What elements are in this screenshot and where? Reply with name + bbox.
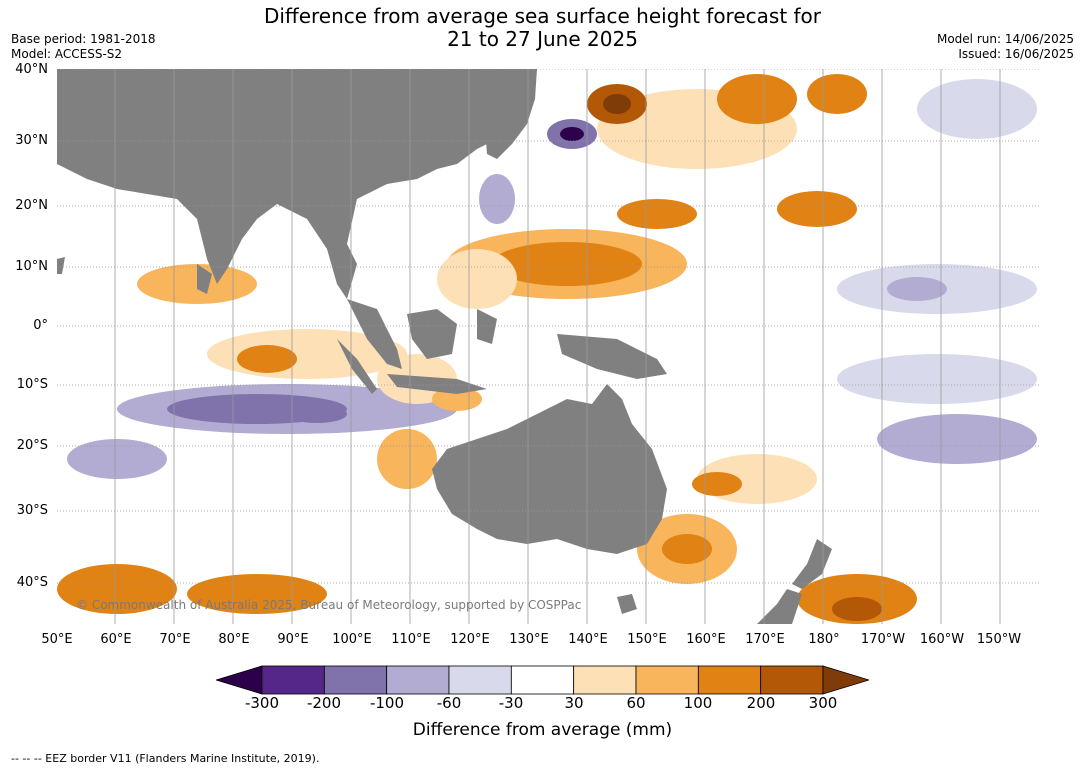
- model-run: Model run: 14/06/2025: [936, 32, 1074, 46]
- sea-level-map: [57, 69, 1039, 624]
- lat-label: 40°N: [15, 62, 48, 77]
- lat-label: 20°S: [16, 438, 48, 453]
- base-period: Base period: 1981-2018: [11, 32, 156, 46]
- lon-label: 60°E: [100, 632, 132, 647]
- colorbar-tick: 100: [683, 694, 713, 712]
- colorbar-label: Difference from average (mm): [412, 720, 673, 740]
- colorbar-tick: 30: [564, 694, 584, 712]
- colorbar-segment: [261, 665, 325, 695]
- issued-date: Issued: 16/06/2025: [958, 47, 1074, 61]
- meridians: [114, 69, 1001, 624]
- lon-label: 160°W: [919, 632, 965, 647]
- colorbar-extension-high: [822, 665, 871, 695]
- meta-left: Base period: 1981-2018 Model: ACCESS-S2: [11, 32, 156, 62]
- colorbar-segment: [448, 665, 512, 695]
- colorbar-segment: [760, 665, 824, 695]
- lon-label: 50°E: [41, 632, 73, 647]
- colorbar-segment: [323, 665, 388, 695]
- colorbar-tick: -60: [436, 694, 462, 712]
- colorbar-segment: [635, 665, 699, 695]
- map-canvas: [57, 69, 1039, 624]
- title-line-1: Difference from average sea surface heig…: [263, 4, 822, 28]
- title-line-2: 21 to 27 June 2025: [447, 27, 638, 51]
- lat-label: 10°S: [16, 377, 48, 392]
- lon-label: 70°E: [159, 632, 191, 647]
- colorbar-tick: 300: [808, 694, 838, 712]
- lat-label: 20°N: [15, 198, 48, 213]
- colorbar-segment: [386, 665, 450, 695]
- colorbar-tick: -30: [498, 694, 524, 712]
- lon-label: 180°: [808, 632, 840, 647]
- lon-label: 80°E: [218, 632, 250, 647]
- colorbar-segment: [573, 665, 637, 695]
- meta-right: Model run: 14/06/2025 Issued: 16/06/2025: [937, 32, 1074, 62]
- lon-label: 120°E: [450, 632, 490, 647]
- lon-label: 110°E: [391, 632, 431, 647]
- map-title: Difference from average sea surface heig…: [0, 5, 1085, 51]
- colorbar-tick: -100: [369, 694, 405, 712]
- lon-label: 160°E: [686, 632, 726, 647]
- lon-label: 130°E: [509, 632, 549, 647]
- lon-label: 100°E: [332, 632, 372, 647]
- lat-label: 40°S: [16, 575, 48, 590]
- model-name: Model: ACCESS-S2: [11, 47, 123, 61]
- lon-label: 90°E: [277, 632, 309, 647]
- lon-label: 170°W: [860, 632, 906, 647]
- colorbar-segment: [697, 665, 762, 695]
- colorbar-tick: 60: [626, 694, 646, 712]
- colorbar-segment: [510, 665, 575, 695]
- eez-footnote: -- -- -- EEZ border V11 (Flanders Marine…: [11, 752, 320, 765]
- colorbar-tick: -300: [244, 694, 280, 712]
- lon-label: 170°E: [745, 632, 785, 647]
- lat-label: 10°N: [15, 259, 48, 274]
- lon-label: 150°E: [627, 632, 667, 647]
- lat-label: 0°: [33, 318, 48, 333]
- colorbar-tick: -200: [306, 694, 342, 712]
- lat-label: 30°N: [15, 133, 48, 148]
- land: [57, 69, 832, 624]
- copyright-notice: © Commonwealth of Australia 2025, Bureau…: [76, 598, 582, 612]
- colorbar-segments: [214, 665, 871, 695]
- lon-label: 150°W: [976, 632, 1022, 647]
- colorbar: [214, 665, 871, 695]
- lon-label: 140°E: [568, 632, 608, 647]
- lat-label: 30°S: [16, 503, 48, 518]
- colorbar-extension-low: [214, 665, 263, 695]
- colorbar-tick: 200: [746, 694, 776, 712]
